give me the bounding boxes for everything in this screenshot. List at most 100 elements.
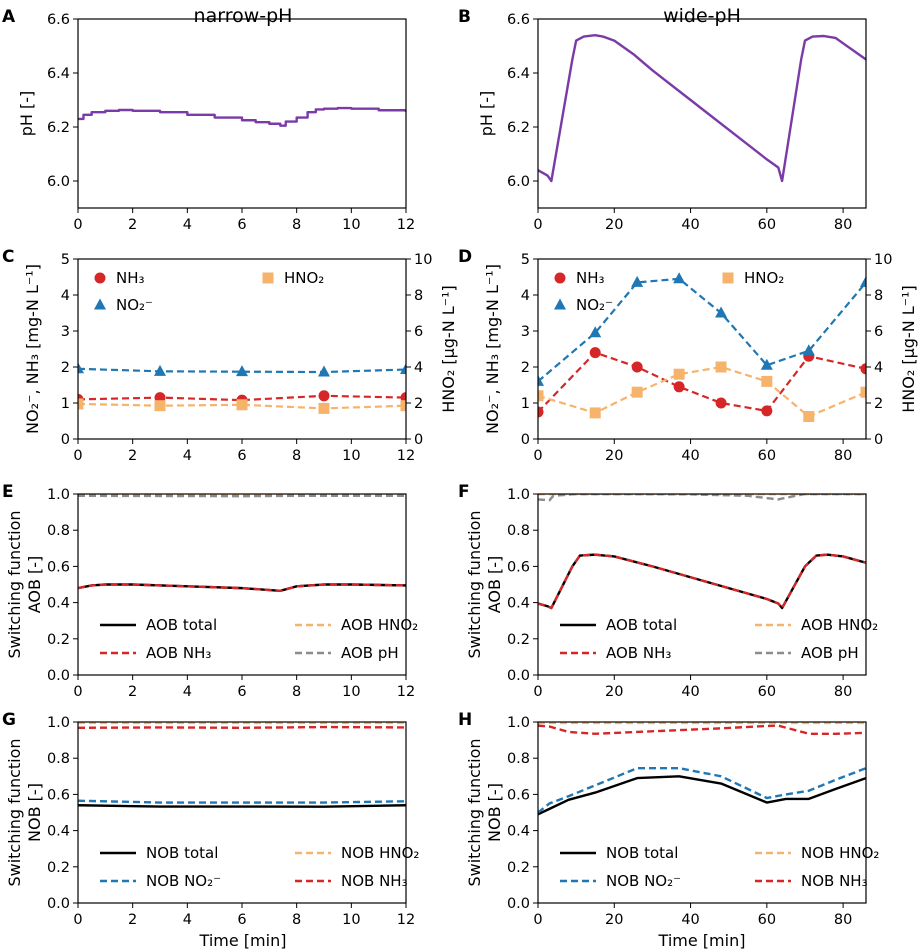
ytick-label-H-1: 0.2 <box>507 860 530 876</box>
ytick-label-G-4: 0.8 <box>47 751 70 767</box>
data-point-D-2-6 <box>803 411 815 422</box>
xtick-label-C-5: 10 <box>342 448 360 464</box>
ytick-label-C-1: 1 <box>61 396 70 412</box>
legend-label-H-1: NOB HNO₂ <box>801 844 879 862</box>
frame-F <box>537 493 867 676</box>
panel-letter-E: E <box>2 482 14 502</box>
ytick-label-E-2: 0.4 <box>47 596 70 612</box>
data-point-C-2-2 <box>236 399 248 411</box>
legend-marker-D-1 <box>554 298 566 310</box>
xtick-label-D-0: 0 <box>533 448 542 464</box>
ylabel-B: pH [-] <box>477 91 496 137</box>
xtick-label-F-2: 40 <box>681 684 699 700</box>
data-point-C-1-4 <box>400 363 406 375</box>
data-point-C-1-0 <box>78 362 84 374</box>
xtick-label-C-0: 0 <box>73 448 82 464</box>
xtick-label-B-4: 80 <box>834 217 852 233</box>
ylabel-line1-F: Switching function <box>465 510 484 658</box>
xtick-label-C-3: 6 <box>237 448 246 464</box>
legend-label-F-1: AOB HNO₂ <box>801 616 878 634</box>
panel-letter-A: A <box>2 7 16 27</box>
xtick-label-B-0: 0 <box>533 217 542 233</box>
legend-label-C-1: NO₂⁻ <box>116 296 153 314</box>
y2tick-label-D-4: 8 <box>874 288 883 304</box>
series-F-AOB total <box>538 553 866 610</box>
series-G-NOB NH₃ <box>78 725 406 729</box>
plot-area-D <box>538 272 866 422</box>
data-point-D-2-7 <box>860 386 866 398</box>
panel-letter-D: D <box>458 247 472 267</box>
data-point-D-0-2 <box>631 361 643 373</box>
plot-area-C <box>78 362 406 414</box>
y2tick-label-C-0: 0 <box>414 432 423 448</box>
legend-label-H-3: NOB NH₃ <box>801 872 868 890</box>
xtick-label-C-1: 2 <box>128 448 137 464</box>
series-F-AOB NH₃ <box>538 553 866 610</box>
xtick-label-E-0: 0 <box>73 684 82 700</box>
ytick-label-H-2: 0.4 <box>507 824 530 840</box>
ytick-label-F-5: 1.0 <box>507 487 530 503</box>
y2tick-label-D-5: 10 <box>874 252 892 268</box>
ytick-label-B-1: 6.2 <box>507 120 530 136</box>
xtick-label-G-4: 8 <box>292 912 301 928</box>
xtick-label-C-2: 4 <box>183 448 192 464</box>
legend-label-E-2: AOB NH₃ <box>146 644 211 662</box>
ytick-label-E-5: 1.0 <box>47 487 70 503</box>
xtick-label-G-1: 2 <box>128 912 137 928</box>
xtick-label-A-2: 4 <box>183 217 192 233</box>
data-point-D-0-3 <box>673 381 685 393</box>
ylabel-G: Switching function NOB [-] <box>5 738 44 886</box>
xtick-label-A-5: 10 <box>342 217 360 233</box>
xtick-label-D-2: 40 <box>681 448 699 464</box>
ytick-label-D-4: 4 <box>521 288 530 304</box>
ylabel-H: Switching function NOB [-] <box>465 738 504 886</box>
xtick-label-G-2: 4 <box>183 912 192 928</box>
data-point-C-1-1 <box>154 364 166 376</box>
xtick-label-B-2: 40 <box>681 217 699 233</box>
ytick-label-D-2: 2 <box>521 360 530 376</box>
ylabel-line1-G: Switching function <box>5 738 24 886</box>
legend-marker-C-2 <box>262 272 274 284</box>
ytick-label-F-2: 0.4 <box>507 596 530 612</box>
panel-A: 0 2 4 6 8 10 12 6.0 6.2 6.4 6.6 pH [-] A <box>2 7 415 233</box>
y2tick-label-C-4: 8 <box>414 288 423 304</box>
series-D-NH₃ <box>538 351 866 413</box>
ytick-label-A-0: 6.0 <box>47 174 70 190</box>
legend-F: AOB total AOB HNO₂ AOB NH₃ AOB pH <box>560 616 878 662</box>
ytick-label-H-5: 1.0 <box>507 715 530 731</box>
xtick-label-C-4: 8 <box>292 448 301 464</box>
ytick-label-F-3: 0.6 <box>507 559 530 575</box>
xtick-label-A-4: 8 <box>292 217 301 233</box>
ytick-label-E-1: 0.2 <box>47 632 70 648</box>
ytick-label-F-0: 0.0 <box>507 668 530 684</box>
y2tick-label-C-1: 2 <box>414 396 423 412</box>
xtick-label-G-5: 10 <box>342 912 360 928</box>
frame-B <box>537 18 867 209</box>
data-point-D-2-0 <box>538 390 544 402</box>
legend-label-D-2: HNO₂ <box>744 269 784 287</box>
series-H-NOB total <box>538 775 866 816</box>
data-point-D-2-3 <box>673 368 685 380</box>
data-point-D-0-5 <box>761 405 773 417</box>
xtick-label-H-1: 20 <box>605 912 623 928</box>
legend-marker-D-2 <box>722 272 734 284</box>
panel-letter-F: F <box>458 482 470 502</box>
data-point-C-0-3 <box>318 390 330 402</box>
series-H-NOB NH₃ <box>538 724 866 735</box>
plot-area-A <box>78 106 406 127</box>
data-point-D-1-7 <box>860 275 866 287</box>
ytick-label-A-2: 6.4 <box>47 66 70 82</box>
data-point-D-1-6 <box>802 344 815 356</box>
xtick-label-E-2: 4 <box>183 684 192 700</box>
legend-label-F-3: AOB pH <box>801 644 859 662</box>
xtick-label-F-1: 20 <box>605 684 623 700</box>
legend-label-C-2: HNO₂ <box>284 269 324 287</box>
legend-label-F-2: AOB NH₃ <box>606 644 671 662</box>
y2tick-label-D-1: 2 <box>874 396 883 412</box>
ytick-label-B-2: 6.4 <box>507 66 530 82</box>
ytick-label-C-3: 3 <box>61 324 70 340</box>
